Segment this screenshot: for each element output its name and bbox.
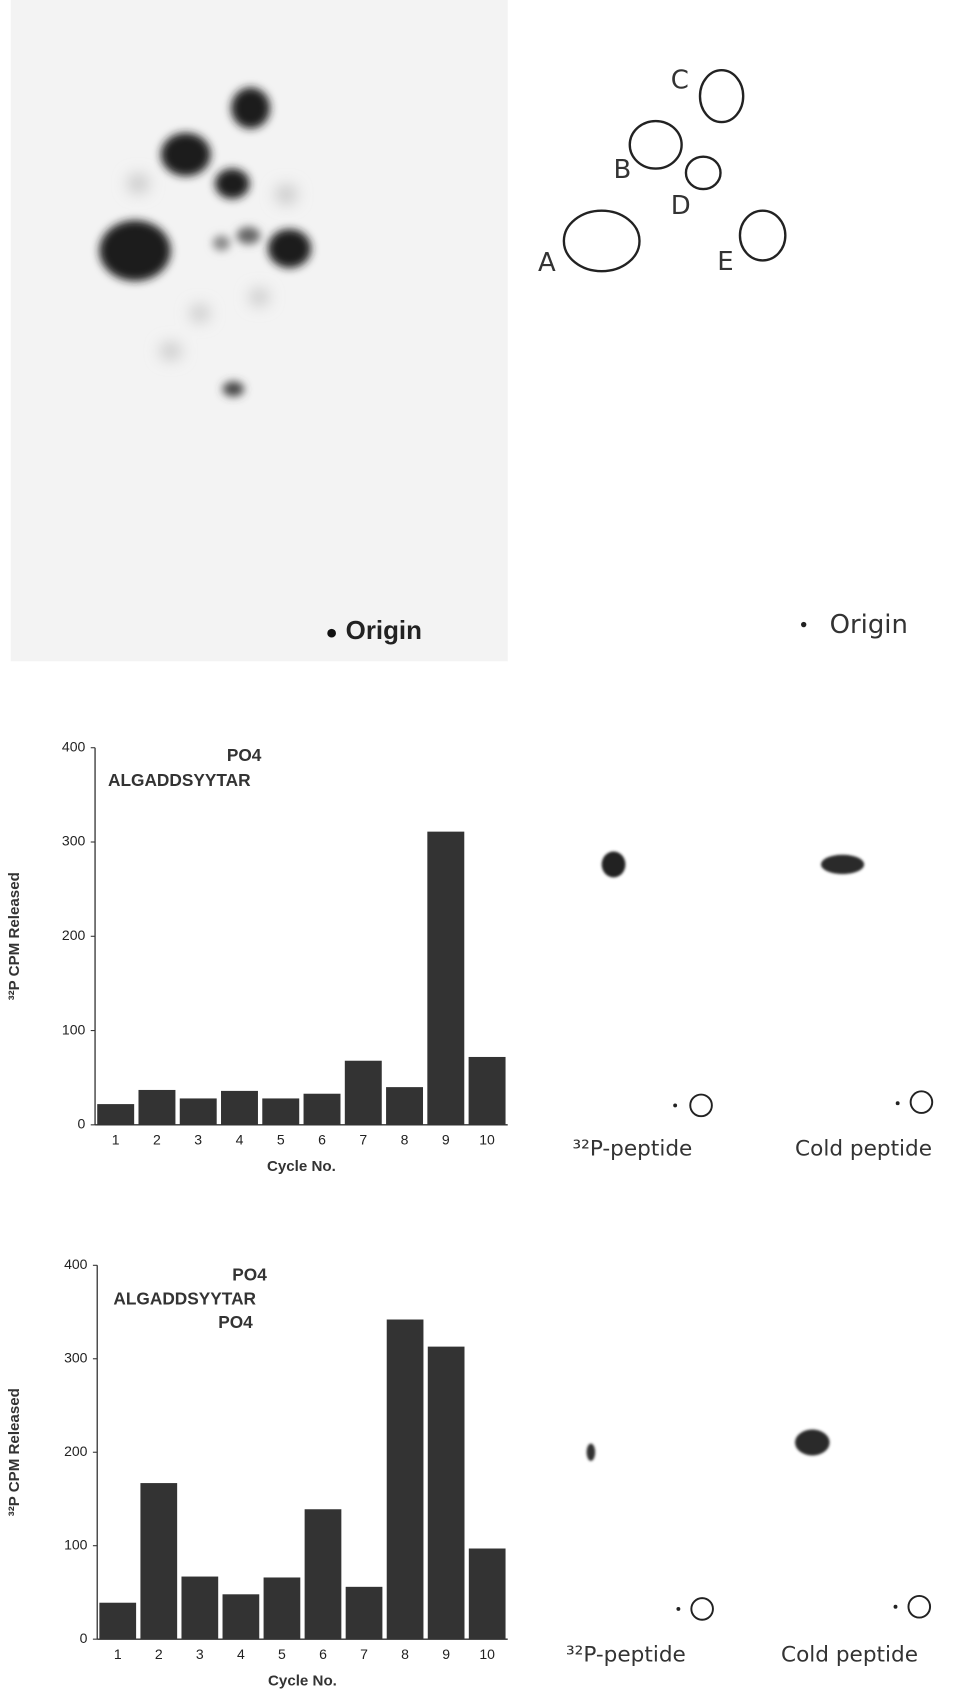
spot-label: D (671, 191, 691, 221)
x-tick-label: 8 (401, 1646, 409, 1662)
x-tick-label: 8 (401, 1132, 409, 1148)
x-axis-label: Cycle No. (268, 1672, 337, 1689)
peptide-label: Cold peptide (781, 1642, 918, 1667)
x-tick-label: 5 (278, 1646, 286, 1662)
peptide-label: ³²P-peptide (573, 1137, 693, 1162)
y-tick-label: 400 (62, 738, 86, 754)
x-tick-label: 10 (479, 1132, 495, 1148)
bar (428, 1347, 465, 1640)
y-tick-label: 0 (78, 1116, 86, 1132)
y-tick-label: 200 (64, 1443, 88, 1459)
y-tick-label: 300 (62, 833, 86, 849)
spot-outline (564, 211, 640, 272)
x-tick-label: 1 (114, 1646, 122, 1662)
origin-label: Origin (346, 617, 422, 645)
peptide-label: Cold peptide (795, 1137, 932, 1162)
x-tick-label: 6 (318, 1132, 326, 1148)
bar (387, 1320, 424, 1640)
y-tick-label: 200 (62, 927, 86, 943)
x-axis-label: Cycle No. (267, 1158, 336, 1175)
x-tick-label: 9 (442, 1646, 450, 1662)
bar (138, 1090, 175, 1125)
spot-outline (630, 121, 682, 169)
y-tick-label: 100 (64, 1536, 88, 1552)
bar (427, 832, 464, 1125)
bar (97, 1104, 134, 1125)
spot-label: B (614, 155, 632, 185)
bar (346, 1587, 383, 1639)
bar (264, 1577, 301, 1639)
sequence-annotation: ALGADDSYYTAR (113, 1288, 256, 1308)
peptide-label: ³²P-peptide (566, 1642, 686, 1667)
x-tick-label: 4 (236, 1132, 244, 1148)
sequence-annotation: PO4 (227, 745, 262, 765)
x-tick-label: 9 (442, 1132, 450, 1148)
sequence-annotation: PO4 (218, 1312, 253, 1332)
bar (469, 1057, 506, 1125)
sequence-annotation: ALGADDSYYTAR (108, 770, 251, 790)
bar (345, 1061, 382, 1125)
x-tick-label: 10 (479, 1646, 495, 1662)
x-tick-label: 2 (153, 1132, 161, 1148)
bar (99, 1603, 136, 1639)
bar (469, 1549, 506, 1640)
x-tick-label: 7 (359, 1132, 367, 1148)
origin-dot (801, 622, 806, 627)
x-tick-label: 6 (319, 1646, 327, 1662)
bar (223, 1594, 260, 1639)
x-tick-label: 2 (155, 1646, 163, 1662)
y-axis-label: ³²P CPM Released (6, 872, 23, 1000)
x-tick-label: 5 (277, 1132, 285, 1148)
bar (221, 1091, 258, 1125)
spot-outline (740, 211, 785, 261)
spot-label: C (671, 66, 689, 96)
bar-chart: 0 100 200 300 400 ³²P CPM Released 1 2 3 4 5 6 7 8 9 10… (6, 738, 508, 1175)
autoradiograph: Origin (11, 0, 508, 661)
bar (304, 1094, 341, 1125)
spot-diagram (564, 70, 785, 271)
y-tick-label: 400 (64, 1256, 88, 1272)
bar (180, 1098, 217, 1124)
x-tick-label: 1 (112, 1132, 120, 1148)
spot-label: E (717, 247, 733, 277)
sequence-annotation: PO4 (232, 1265, 267, 1285)
y-tick-label: 300 (64, 1349, 88, 1365)
bar (262, 1098, 299, 1124)
bar (386, 1087, 423, 1125)
bar (305, 1509, 342, 1639)
spot-label: A (538, 248, 556, 278)
spot-outline (700, 70, 743, 122)
x-tick-label: 3 (194, 1132, 202, 1148)
y-tick-label: 100 (62, 1021, 86, 1037)
spot-outline (686, 157, 721, 189)
x-tick-label: 7 (360, 1646, 368, 1662)
bar (181, 1577, 218, 1640)
figure: Origin A B C D E Origin ³²P-peptide Cold… (0, 0, 956, 1704)
x-tick-label: 3 (196, 1646, 204, 1662)
y-axis-label: ³²P CPM Released (6, 1388, 23, 1516)
bar-chart: 0 100 200 300 400 ³²P CPM Released 1 2 3 4 5 6 7 8 9 10… (6, 1256, 508, 1689)
y-tick-label: 0 (80, 1630, 88, 1646)
x-tick-label: 4 (237, 1646, 245, 1662)
peptide-panel: ³²P-peptide Cold peptide (573, 851, 933, 1161)
origin-dot (327, 629, 336, 638)
peptide-panel: ³²P-peptide Cold peptide (566, 1430, 930, 1668)
origin-label: Origin (830, 610, 908, 640)
bar (140, 1483, 177, 1639)
